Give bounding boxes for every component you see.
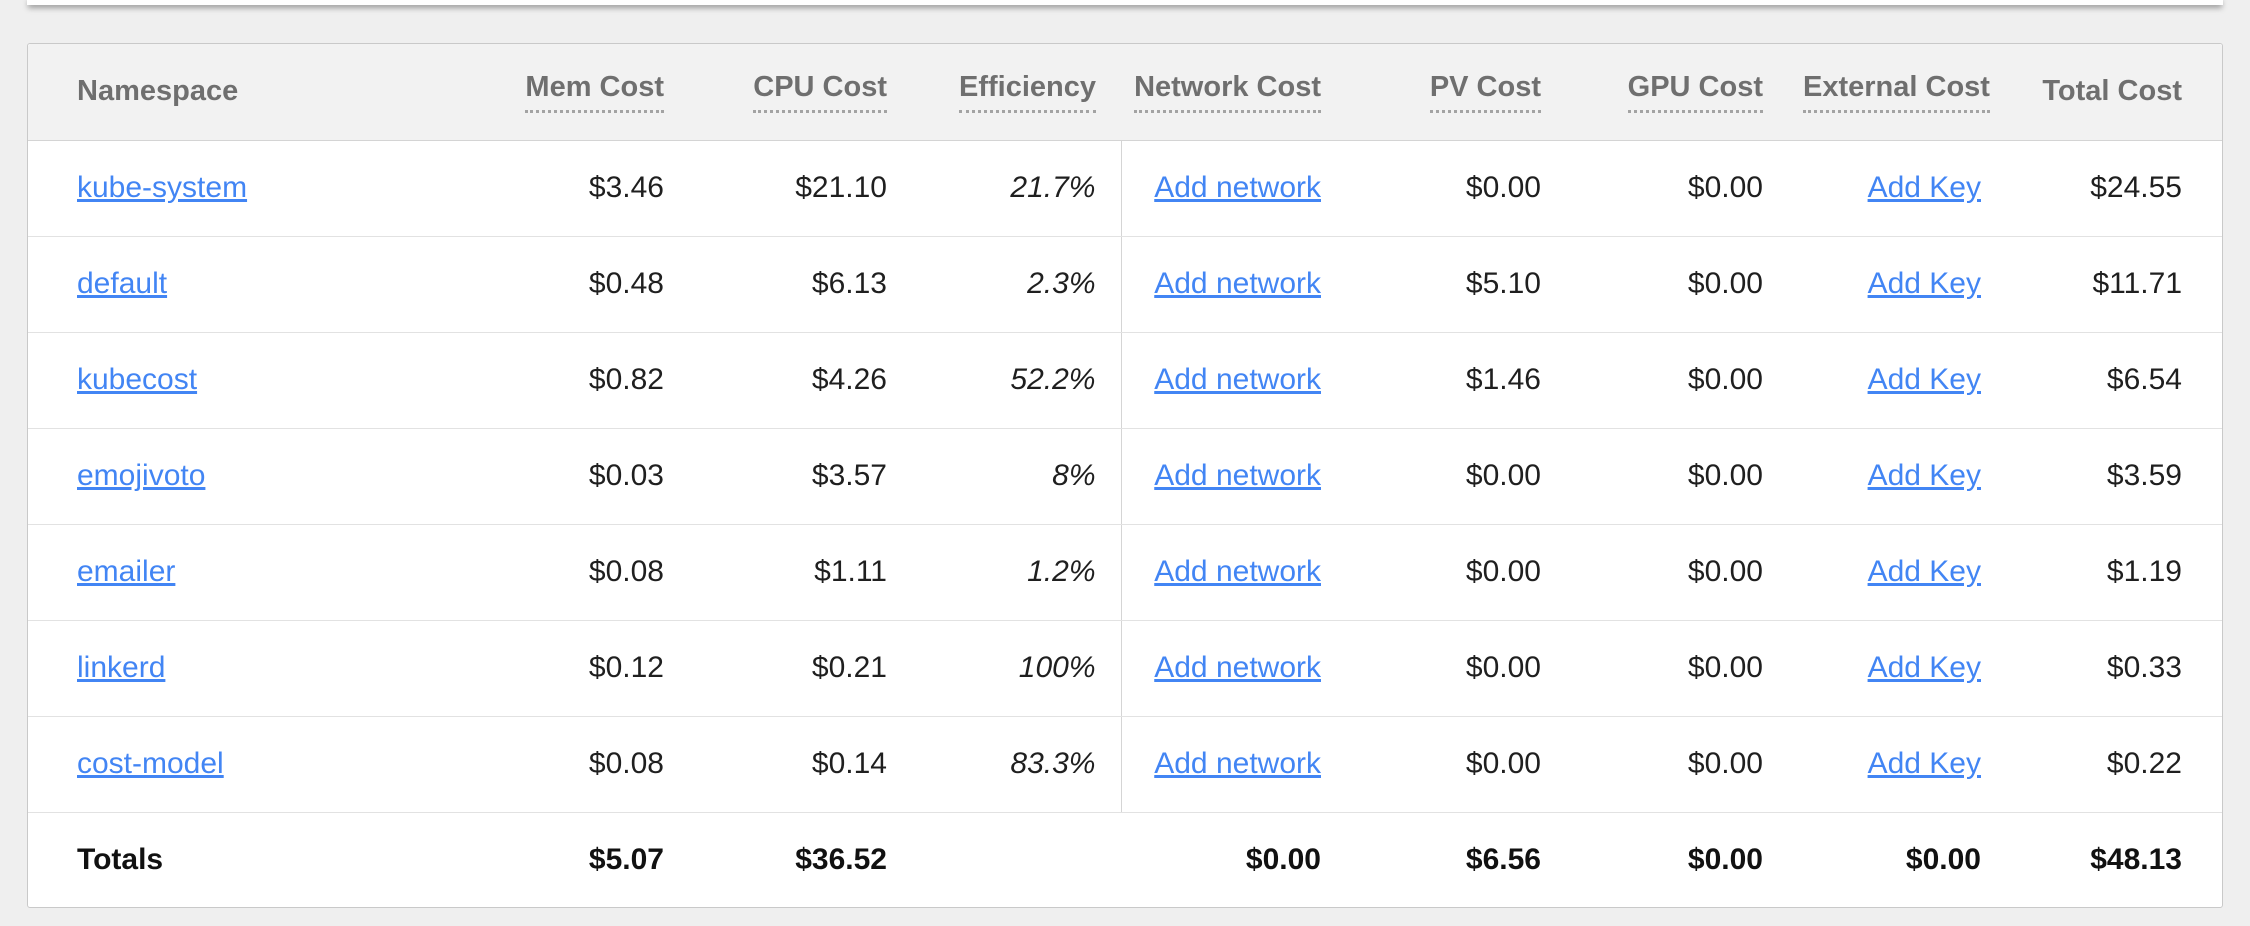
pv-cost-cell: $0.00: [1361, 716, 1581, 813]
namespace-link[interactable]: kubecost: [77, 363, 198, 396]
gpu-cost-cell: $0.00: [1581, 236, 1803, 333]
add-key-link[interactable]: Add Key: [1867, 171, 1981, 204]
mem-cost-cell: $0.48: [468, 236, 704, 333]
total-cost-cell: $11.71: [2021, 236, 2222, 333]
cpu-cost-cell: $3.57: [704, 428, 927, 525]
total-cost-cell: $3.59: [2021, 428, 2222, 525]
gpu-cost-cell: $0.00: [1581, 332, 1803, 429]
column-header-cpu-cost[interactable]: CPU Cost: [704, 44, 927, 141]
namespace-link[interactable]: emailer: [77, 555, 176, 588]
total-cost-cell: $0.33: [2021, 620, 2222, 717]
cpu-cost-cell: $1.11: [704, 524, 927, 621]
column-header-total-cost: Total Cost: [2021, 44, 2222, 141]
pv-cost-cell: $0.00: [1361, 428, 1581, 525]
cost-allocation-table-card: Namespace Mem Cost CPU Cost Efficiency N…: [27, 43, 2223, 908]
total-cost-cell: $24.55: [2021, 140, 2222, 237]
namespace-link[interactable]: cost-model: [77, 747, 224, 780]
efficiency-cell: 52.2%: [927, 332, 1121, 429]
add-network-link[interactable]: Add network: [1154, 555, 1321, 588]
namespace-link[interactable]: default: [77, 267, 168, 300]
gpu-cost-cell: $0.00: [1581, 428, 1803, 525]
totals-efficiency: [927, 812, 1121, 907]
mem-cost-cell: $0.08: [468, 524, 704, 621]
table-row: emailer $0.08 $1.11 1.2% Add network $0.…: [28, 524, 2222, 621]
mem-cost-cell: $0.08: [468, 716, 704, 813]
add-network-link[interactable]: Add network: [1154, 267, 1321, 300]
cpu-cost-cell: $6.13: [704, 236, 927, 333]
efficiency-cell: 100%: [927, 620, 1121, 717]
column-header-mem-cost[interactable]: Mem Cost: [468, 44, 704, 141]
column-header-gpu-cost[interactable]: GPU Cost: [1581, 44, 1803, 141]
pv-cost-cell: $0.00: [1361, 140, 1581, 237]
namespace-link[interactable]: kube-system: [77, 171, 248, 204]
totals-cpu-cost: $36.52: [795, 842, 887, 876]
add-network-link[interactable]: Add network: [1154, 363, 1321, 396]
namespace-link[interactable]: emojivoto: [77, 459, 206, 492]
efficiency-cell: 8%: [927, 428, 1121, 525]
pv-cost-cell: $0.00: [1361, 524, 1581, 621]
efficiency-cell: 2.3%: [927, 236, 1121, 333]
total-cost-cell: $0.22: [2021, 716, 2222, 813]
mem-cost-cell: $0.12: [468, 620, 704, 717]
namespace-link[interactable]: linkerd: [77, 651, 166, 684]
efficiency-cell: 83.3%: [927, 716, 1121, 813]
gpu-cost-cell: $0.00: [1581, 524, 1803, 621]
table-row: linkerd $0.12 $0.21 100% Add network $0.…: [28, 620, 2222, 717]
table-row: kubecost $0.82 $4.26 52.2% Add network $…: [28, 332, 2222, 429]
add-network-link[interactable]: Add network: [1154, 171, 1321, 204]
cpu-cost-cell: $21.10: [704, 140, 927, 237]
cpu-cost-cell: $0.21: [704, 620, 927, 717]
totals-external-cost: $0.00: [1905, 842, 1981, 876]
cpu-cost-cell: $0.14: [704, 716, 927, 813]
pv-cost-cell: $1.46: [1361, 332, 1581, 429]
column-header-external-cost[interactable]: External Cost: [1803, 44, 2021, 141]
add-network-link[interactable]: Add network: [1154, 459, 1321, 492]
previous-card-bottom-edge: [27, 0, 2223, 5]
efficiency-cell: 21.7%: [927, 140, 1121, 237]
mem-cost-cell: $3.46: [468, 140, 704, 237]
pv-cost-cell: $0.00: [1361, 620, 1581, 717]
add-network-link[interactable]: Add network: [1154, 651, 1321, 684]
efficiency-cell: 1.2%: [927, 524, 1121, 621]
total-cost-cell: $6.54: [2021, 332, 2222, 429]
add-key-link[interactable]: Add Key: [1867, 651, 1981, 684]
namespace-cost-table: Namespace Mem Cost CPU Cost Efficiency N…: [28, 44, 2222, 907]
gpu-cost-cell: $0.00: [1581, 620, 1803, 717]
add-key-link[interactable]: Add Key: [1867, 363, 1981, 396]
add-key-link[interactable]: Add Key: [1867, 459, 1981, 492]
totals-row: Totals $5.07 $36.52 $0.00 $6.56 $0.00 $0…: [28, 812, 2222, 907]
pv-cost-cell: $5.10: [1361, 236, 1581, 333]
totals-label: Totals: [77, 842, 164, 876]
table-header-row: Namespace Mem Cost CPU Cost Efficiency N…: [28, 44, 2222, 141]
column-header-efficiency[interactable]: Efficiency: [927, 44, 1121, 141]
mem-cost-cell: $0.82: [468, 332, 704, 429]
column-header-pv-cost[interactable]: PV Cost: [1361, 44, 1581, 141]
table-row: kube-system $3.46 $21.10 21.7% Add netwo…: [28, 140, 2222, 237]
table-row: emojivoto $0.03 $3.57 8% Add network $0.…: [28, 428, 2222, 525]
totals-gpu-cost: $0.00: [1687, 842, 1763, 876]
totals-pv-cost: $6.56: [1465, 842, 1541, 876]
column-header-network-cost[interactable]: Network Cost: [1121, 44, 1361, 141]
totals-total-cost: $48.13: [2090, 842, 2182, 876]
mem-cost-cell: $0.03: [468, 428, 704, 525]
add-network-link[interactable]: Add network: [1154, 747, 1321, 780]
total-cost-cell: $1.19: [2021, 524, 2222, 621]
gpu-cost-cell: $0.00: [1581, 716, 1803, 813]
cpu-cost-cell: $4.26: [704, 332, 927, 429]
add-key-link[interactable]: Add Key: [1867, 747, 1981, 780]
gpu-cost-cell: $0.00: [1581, 140, 1803, 237]
column-header-namespace: Namespace: [28, 44, 468, 141]
totals-network-cost: $0.00: [1245, 842, 1321, 876]
table-row: default $0.48 $6.13 2.3% Add network $5.…: [28, 236, 2222, 333]
add-key-link[interactable]: Add Key: [1867, 555, 1981, 588]
add-key-link[interactable]: Add Key: [1867, 267, 1981, 300]
totals-mem-cost: $5.07: [588, 842, 664, 876]
table-row: cost-model $0.08 $0.14 83.3% Add network…: [28, 716, 2222, 813]
